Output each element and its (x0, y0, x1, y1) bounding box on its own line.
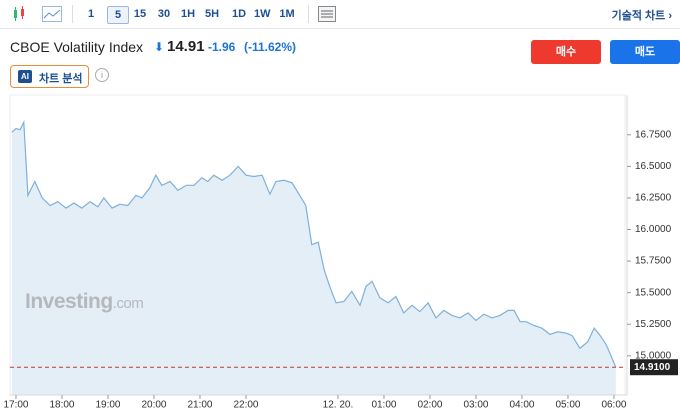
y-tick-label: 16.7500 (635, 129, 672, 140)
x-tick-label: 03:00 (463, 400, 488, 411)
candle-icon[interactable] (12, 6, 26, 22)
ai-label: 차트 분석 (39, 73, 83, 85)
interval-button[interactable]: 1W (254, 8, 271, 20)
interval-button[interactable]: 1 (87, 8, 95, 20)
x-tick-label: 05:00 (555, 400, 580, 411)
x-tick-label: 21:00 (187, 400, 212, 411)
watermark-brand: Investing (25, 290, 113, 313)
layout-icon[interactable] (318, 6, 336, 22)
watermark: Investing.com (25, 290, 144, 314)
interval-button[interactable]: 1M (279, 8, 295, 20)
x-tick-label: 04:00 (509, 400, 534, 411)
separator (308, 5, 309, 23)
separator (72, 5, 73, 23)
x-tick-label: 19:00 (95, 400, 120, 411)
last-price-label: 14.9100 (634, 362, 671, 373)
y-tick-label: 15.7500 (635, 256, 672, 267)
x-tick-label: 01:00 (371, 400, 396, 411)
down-arrow: ⬇ (154, 40, 165, 54)
interval-button[interactable]: 1H (180, 8, 196, 20)
instrument-title: CBOE Volatility Index (10, 39, 144, 55)
price-line (11, 119, 617, 368)
info-icon[interactable]: i (95, 68, 109, 82)
change: -1.96 (208, 40, 236, 54)
x-tick-label: 18:00 (49, 400, 74, 411)
area-fill (11, 122, 616, 395)
y-tick-label: 16.0000 (635, 224, 672, 235)
x-tick-label: 22:00 (233, 400, 258, 411)
x-tick-label: 20:00 (141, 400, 166, 411)
y-tick-label: 15.5000 (635, 287, 672, 298)
y-tick-label: 15.0000 (635, 350, 672, 361)
change-pct: (-11.62%) (244, 40, 297, 54)
toolbar: 1 5 15 30 1H 5H 1D 1W 1M 기술적 차트 › (0, 0, 680, 29)
x-tick-label: 12. 20. (323, 400, 354, 411)
buy-button[interactable]: 매수 (531, 40, 601, 64)
interval-button[interactable]: 30 (157, 8, 171, 20)
last-price-box (630, 359, 678, 376)
price: 14.91 (167, 38, 205, 55)
sell-button[interactable]: 매도 (610, 40, 680, 64)
watermark-suffix: .com (112, 295, 144, 312)
ai-analysis[interactable]: AI 차트 분석 (10, 65, 89, 88)
interval-button[interactable]: 5 (107, 6, 129, 24)
area-icon[interactable] (42, 6, 62, 22)
ai-badge: AI (18, 70, 32, 83)
y-tick-label: 16.5000 (635, 161, 672, 172)
tech-chart-link[interactable]: 기술적 차트 › (611, 10, 672, 22)
x-tick-label: 06:00 (601, 400, 626, 411)
interval-button[interactable]: 15 (133, 8, 147, 20)
interval-button[interactable]: 1D (231, 8, 247, 20)
y-tick-label: 15.2500 (635, 319, 672, 330)
interval-button[interactable]: 5H (204, 8, 220, 20)
x-tick-label: 17:00 (3, 400, 28, 411)
y-tick-label: 16.2500 (635, 193, 672, 204)
x-tick-label: 02:00 (417, 400, 442, 411)
